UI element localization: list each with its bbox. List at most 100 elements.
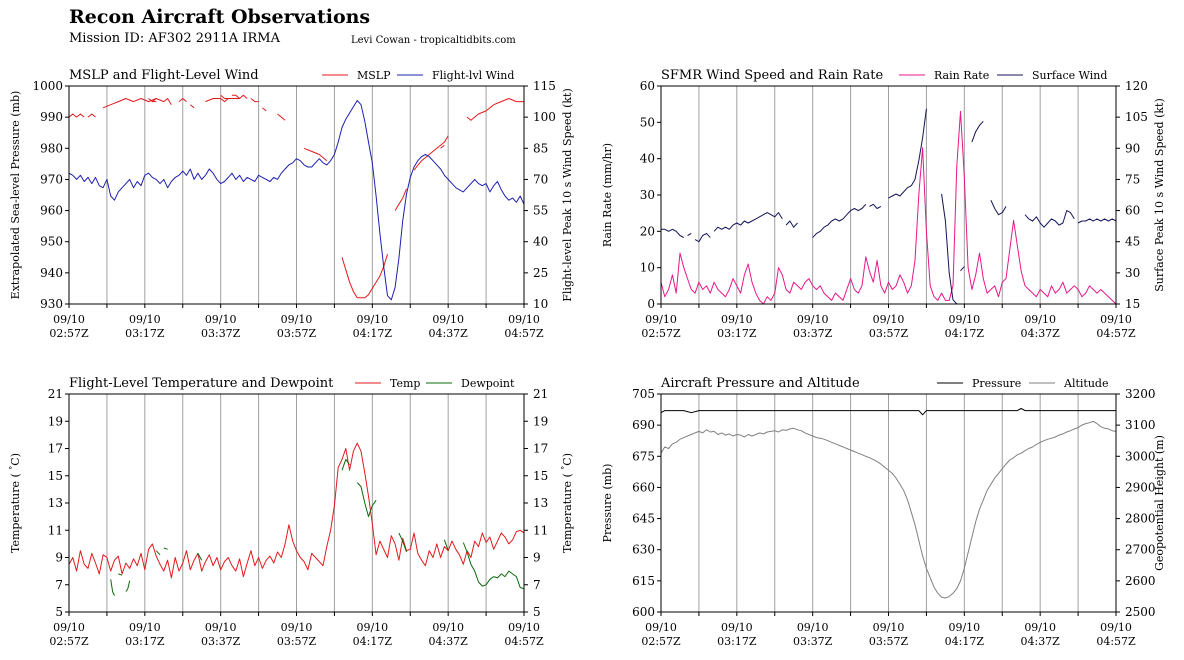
x-tick-label: 09/10 03:37Z [201, 313, 241, 340]
x-tick-label: 09/10 03:37Z [793, 313, 833, 340]
x-tick-label: 09/10 02:57Z [49, 313, 89, 340]
right-tick-label: 75 [1125, 172, 1140, 186]
left-tick-label: 13 [48, 496, 63, 510]
right-tick-label: 19 [533, 414, 548, 428]
series-line-surface_wind [812, 203, 867, 238]
right-tick-label: 7 [533, 578, 541, 592]
mission-id: Mission ID: AF302 2911A IRMA [69, 31, 280, 46]
series-line-dew [118, 573, 123, 576]
x-tick-label: 09/10 04:57Z [504, 621, 544, 648]
right-tick-label: 90 [1125, 141, 1140, 155]
series-line-dew [356, 482, 377, 518]
credit-text: Levi Cowan - tropicaltidbits.com [351, 35, 516, 46]
legend-label: Dewpoint [461, 377, 515, 390]
series-line-flight_wind [69, 100, 524, 301]
plot-area [69, 442, 524, 596]
right-tick-label: 25 [533, 266, 548, 280]
series-line-dew [341, 458, 351, 471]
left-tick-label: 19 [48, 414, 63, 428]
left-axis-title: Pressure (mb) [601, 464, 614, 543]
left-tick-label: 940 [40, 266, 63, 280]
series-line-dew [110, 579, 115, 596]
legend-label: Rain Rate [934, 69, 989, 82]
right-tick-label: 2900 [1125, 480, 1156, 494]
legend-label: Flight-lvl Wind [432, 69, 514, 82]
right-tick-label: 5 [533, 605, 541, 619]
left-tick-label: 980 [40, 141, 63, 155]
left-tick-label: 960 [40, 204, 63, 218]
legend-label: Surface Wind [1032, 69, 1107, 82]
right-tick-label: 70 [533, 172, 548, 186]
series-line-dew [155, 550, 161, 556]
x-tick-label: 09/10 04:57Z [1096, 313, 1136, 340]
plot-area [69, 94, 524, 301]
x-tick-label: 09/10 02:57Z [49, 621, 89, 648]
x-tick-label: 09/10 03:57Z [277, 313, 317, 340]
x-tick-label: 09/10 03:57Z [277, 621, 317, 648]
series-line-mslp [303, 147, 328, 162]
right-tick-label: 2500 [1125, 605, 1156, 619]
left-tick-label: 1000 [32, 79, 63, 93]
x-tick-label: 09/10 03:17Z [717, 313, 757, 340]
series-line-mslp [178, 98, 187, 102]
right-tick-label: 3100 [1125, 418, 1156, 432]
right-tick-label: 13 [533, 496, 548, 510]
series-line-dew [443, 539, 449, 551]
left-tick-label: 615 [632, 574, 655, 588]
series-line-surface_wind [869, 203, 882, 209]
x-tick-label: 09/10 04:17Z [945, 313, 985, 340]
left-tick-label: 645 [632, 512, 655, 526]
x-tick-label: 09/10 03:57Z [869, 313, 909, 340]
x-tick-label: 09/10 04:17Z [353, 621, 393, 648]
series-line-surface_wind [888, 108, 927, 199]
right-tick-label: 9 [533, 551, 541, 565]
right-tick-label: 10 [533, 297, 548, 311]
page-title: Recon Aircraft Observations [69, 6, 371, 28]
left-axis-title: Temperature ( °C) [8, 453, 22, 553]
right-tick-label: 17 [533, 442, 548, 456]
right-tick-label: 100 [533, 110, 556, 124]
x-tick-label: 09/10 03:37Z [793, 621, 833, 648]
series-line-surface_wind [960, 266, 965, 272]
plot-area [661, 408, 1116, 599]
right-tick-label: 60 [1125, 204, 1140, 218]
series-line-surface_wind [1024, 210, 1075, 228]
right-tick-label: 55 [533, 204, 548, 218]
chart-pressure_altitude: 600 615 630 645 660 675 690 705 2500 2600 2700 2800… [601, 376, 1166, 648]
right-axis-title: Surface Peak 10 s Wind Speed (kt) [1153, 98, 1166, 292]
right-axis-title: Temperature ( °C) [560, 453, 574, 553]
right-tick-label: 40 [533, 235, 548, 249]
series-line-surface_wind [694, 232, 711, 243]
x-tick-label: 09/10 02:57Z [641, 621, 681, 648]
plot-area [661, 108, 1116, 304]
right-tick-label: 85 [533, 141, 548, 155]
series-line-surface_wind [713, 212, 783, 232]
x-tick-label: 09/10 04:37Z [428, 313, 468, 340]
right-tick-label: 15 [533, 469, 548, 483]
chart-title: Aircraft Pressure and Altitude [660, 376, 860, 391]
left-tick-label: 660 [632, 480, 655, 494]
chart-title: Flight-Level Temperature and Dewpoint [69, 376, 334, 391]
left-axis-title: Rain Rate (mm/hr) [601, 143, 614, 247]
chart-sfmr_rain: 0 10 20 30 40 50 60 15 30 45 60 75 90 105 120 09/10 02:5… [601, 68, 1166, 340]
series-line-mslp [394, 197, 404, 211]
series-line-mslp [413, 135, 449, 171]
series-line-dew [398, 532, 407, 553]
right-tick-label: 3000 [1125, 449, 1156, 463]
x-tick-label: 09/10 04:17Z [945, 621, 985, 648]
right-tick-label: 15 [1125, 297, 1140, 311]
right-tick-label: 2600 [1125, 574, 1156, 588]
right-tick-label: 120 [1125, 79, 1148, 93]
series-line-surface_wind [941, 193, 958, 304]
left-tick-label: 930 [40, 297, 63, 311]
left-tick-label: 9 [55, 551, 63, 565]
x-tick-label: 09/10 03:17Z [125, 313, 165, 340]
left-tick-label: 970 [40, 172, 63, 186]
right-tick-label: 115 [533, 79, 556, 93]
series-line-surface_wind [785, 220, 798, 228]
series-line-pressure [661, 408, 1116, 416]
series-line-mslp [341, 254, 388, 299]
x-tick-label: 09/10 04:37Z [1020, 621, 1060, 648]
right-tick-label: 2700 [1125, 543, 1156, 557]
x-tick-label: 09/10 03:17Z [125, 621, 165, 648]
